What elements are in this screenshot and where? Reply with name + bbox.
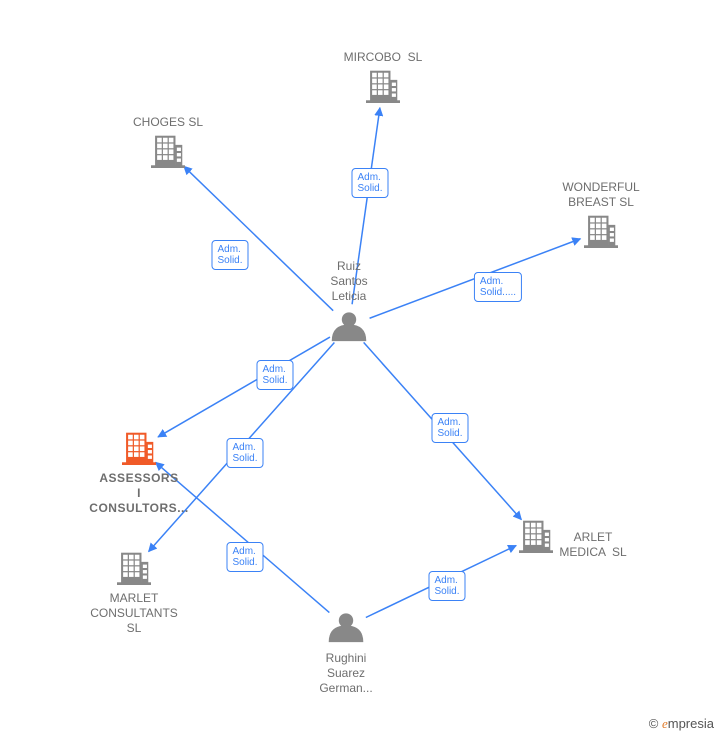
edge-ruiz-assessors xyxy=(158,337,330,437)
edge-ruiz-choges xyxy=(184,166,333,310)
node-label-choges[interactable]: CHOGES SL xyxy=(133,115,203,130)
copyright-symbol: © xyxy=(649,716,659,731)
company-icon-marlet[interactable] xyxy=(117,553,151,585)
company-icon-mircobo[interactable] xyxy=(366,71,400,103)
company-icon-assessors[interactable] xyxy=(122,433,156,465)
edge-label-ruiz-marlet[interactable]: Adm. Solid. xyxy=(226,438,263,468)
node-label-assessors[interactable]: ASSESSORS I CONSULTORS... xyxy=(89,471,188,516)
node-label-wonderful[interactable]: WONDERFUL BREAST SL xyxy=(562,180,639,210)
company-icon-choges[interactable] xyxy=(151,136,185,168)
edge-label-rughini-assessors[interactable]: Adm. Solid. xyxy=(226,542,263,572)
company-icon-arlet[interactable] xyxy=(519,521,553,553)
edge-label-ruiz-mircobo[interactable]: Adm. Solid. xyxy=(351,168,388,198)
node-label-marlet[interactable]: MARLET CONSULTANTS SL xyxy=(90,591,178,636)
edge-label-ruiz-wonderful[interactable]: Adm. Solid..... xyxy=(474,272,522,302)
edge-label-rughini-arlet[interactable]: Adm. Solid. xyxy=(428,571,465,601)
watermark-brand: mpresia xyxy=(668,716,714,731)
watermark: © empresia xyxy=(649,716,714,732)
company-icon-wonderful[interactable] xyxy=(584,216,618,248)
node-label-arlet[interactable]: ARLET MEDICA SL xyxy=(559,530,626,560)
node-label-mircobo[interactable]: MIRCOBO SL xyxy=(344,50,423,65)
edge-label-ruiz-arlet[interactable]: Adm. Solid. xyxy=(431,413,468,443)
person-icon-ruiz[interactable] xyxy=(332,312,367,341)
edge-label-ruiz-choges[interactable]: Adm. Solid. xyxy=(211,240,248,270)
person-icon-rughini[interactable] xyxy=(329,613,364,642)
node-label-ruiz[interactable]: Ruiz Santos Leticia xyxy=(330,259,367,304)
edge-label-ruiz-assessors[interactable]: Adm. Solid. xyxy=(256,360,293,390)
node-label-rughini[interactable]: Rughini Suarez German... xyxy=(319,651,372,696)
